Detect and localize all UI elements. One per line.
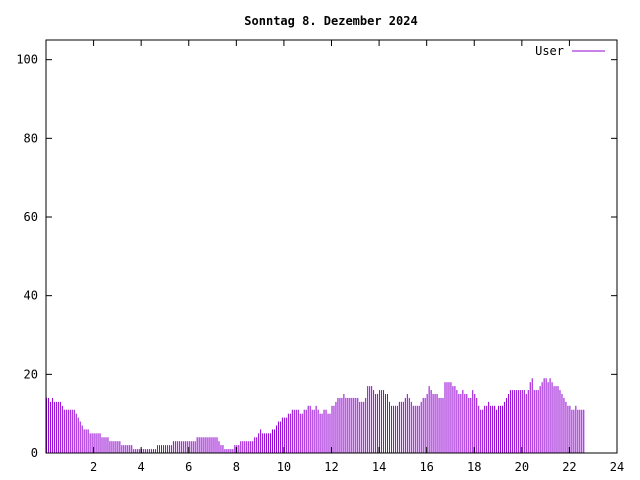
x-tick-label: 22	[562, 460, 576, 474]
x-tick-label: 14	[372, 460, 386, 474]
legend-label: User	[535, 44, 564, 58]
y-tick-label: 100	[16, 53, 38, 67]
x-tick-label: 8	[233, 460, 240, 474]
chart-title: Sonntag 8. Dezember 2024	[244, 14, 417, 28]
y-tick-label: 20	[24, 367, 38, 381]
y-tick-label: 40	[24, 289, 38, 303]
legend: User	[535, 44, 605, 58]
bar-series	[46, 378, 585, 453]
x-tick-label: 10	[277, 460, 291, 474]
x-tick-label: 12	[324, 460, 338, 474]
y-axis: 0 20 40 60 80 100	[16, 53, 617, 460]
x-tick-label: 2	[90, 460, 97, 474]
x-axis: 2 4 6 8 10 12 14 16 18 20 22 24	[90, 40, 624, 474]
plot-frame	[45, 39, 618, 454]
y-tick-label: 0	[31, 446, 38, 460]
x-tick-label: 20	[515, 460, 529, 474]
x-tick-label: 16	[419, 460, 433, 474]
x-tick-label: 18	[467, 460, 481, 474]
x-tick-label: 6	[185, 460, 192, 474]
x-tick-label: 4	[138, 460, 145, 474]
y-tick-label: 80	[24, 131, 38, 145]
y-tick-label: 60	[24, 210, 38, 224]
x-tick-label: 24	[610, 460, 624, 474]
